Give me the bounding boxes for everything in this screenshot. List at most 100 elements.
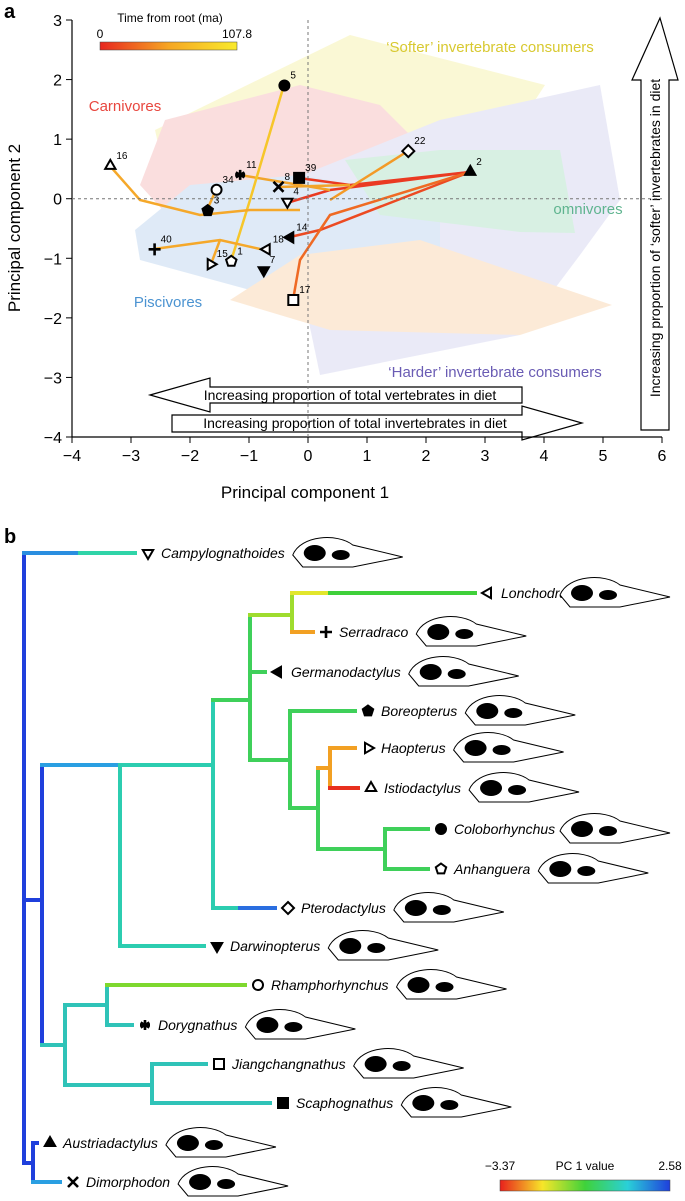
region-carnivores <box>140 85 490 240</box>
x-axis-label: Principal component 1 <box>221 483 389 502</box>
taxon-symbol <box>364 741 376 755</box>
skull-opening <box>412 1095 435 1111</box>
x-tick-label: 0 <box>304 448 313 465</box>
taxon-name: Darwinopterus <box>230 938 320 954</box>
skull-opening <box>339 938 362 954</box>
y-tick-label: −1 <box>44 251 62 268</box>
skull-opening <box>176 1135 199 1151</box>
arrow-left <box>147 377 523 413</box>
panel-label: b <box>4 526 16 548</box>
data-point <box>235 169 246 180</box>
colorbar-tick-label: −3.37 <box>485 1159 516 1173</box>
colorbar-tick-label: 2.58 <box>658 1159 682 1173</box>
taxon-name: Anhanguera <box>453 861 531 877</box>
taxon-symbol <box>480 586 492 600</box>
data-point <box>400 143 416 159</box>
data-point <box>272 180 285 193</box>
taxon-symbol <box>67 1176 79 1188</box>
skull-opening <box>455 629 474 639</box>
taxon-symbol <box>140 1020 150 1030</box>
taxon-name: Rhamphorhynchus <box>271 977 389 993</box>
region-orange <box>230 240 612 335</box>
skull-opening <box>492 745 511 755</box>
taxon-name: Istiodactylus <box>384 780 461 796</box>
point-label: 1 <box>237 246 243 257</box>
skull-opening <box>189 1174 212 1190</box>
point-label: 11 <box>246 160 257 171</box>
skull-opening <box>303 545 326 561</box>
x-tick-label: 6 <box>658 448 667 465</box>
data-point <box>278 79 291 92</box>
point-label: 22 <box>414 136 426 147</box>
region-label: ‘Softer’ invertebrate consumers <box>386 39 594 56</box>
taxon-symbol <box>280 900 296 916</box>
y-tick-label: 1 <box>53 132 62 149</box>
skull-opening <box>480 780 503 796</box>
skull-opening <box>440 1100 459 1110</box>
data-point <box>206 257 219 272</box>
point-label: 40 <box>161 234 173 245</box>
point-label: 16 <box>116 151 128 162</box>
branch <box>291 170 471 301</box>
x-tick-label: −2 <box>181 448 199 465</box>
taxon-symbol <box>270 665 282 679</box>
annotation: Increasing proportion of total invertebr… <box>203 415 507 431</box>
taxon-symbol <box>213 1058 225 1070</box>
taxon-symbol <box>434 862 448 875</box>
point-label: 3 <box>214 196 220 207</box>
skull-opening <box>577 866 596 876</box>
taxon-symbol <box>141 549 155 561</box>
skull-opening <box>427 624 450 640</box>
skull-opening <box>407 977 430 993</box>
skull-opening <box>508 785 527 795</box>
taxon-symbol <box>320 626 332 638</box>
colorbar-tick-label: 0 <box>97 27 104 41</box>
taxon-name: Boreopterus <box>381 703 457 719</box>
taxon-symbol <box>434 823 448 835</box>
arrow-right <box>171 405 585 441</box>
data-point <box>258 242 271 257</box>
panel-label: a <box>4 1 16 23</box>
taxon-name: Jiangchangnathus <box>231 1056 346 1072</box>
x-tick-label: −1 <box>240 448 258 465</box>
point-label: 15 <box>217 249 229 260</box>
point-label: 18 <box>273 234 285 245</box>
skull-opening <box>476 703 499 719</box>
x-tick-label: 1 <box>363 448 372 465</box>
taxon-symbol <box>361 704 375 717</box>
point-label: 7 <box>270 255 276 266</box>
data-point <box>293 171 306 184</box>
skull-opening <box>284 1022 303 1032</box>
branch <box>211 613 430 871</box>
taxon-symbol <box>364 780 378 792</box>
skull-opening <box>447 669 466 679</box>
region-label: Carnivores <box>89 98 162 115</box>
skull-opening <box>256 1017 279 1033</box>
data-point <box>256 266 271 279</box>
taxon-name: Austriadactylus <box>62 1135 158 1151</box>
skull-opening <box>364 1056 387 1072</box>
skull-opening <box>435 982 454 992</box>
y-axis-label: Principal component 2 <box>5 144 24 312</box>
region-label: Piscivores <box>134 294 202 311</box>
taxon-name: Coloborhynchus <box>454 821 555 837</box>
skull-opening <box>549 861 572 877</box>
branch <box>329 149 409 202</box>
skull-opening <box>204 1140 223 1150</box>
skull-opening <box>367 943 386 953</box>
taxon-symbol <box>277 1097 289 1109</box>
taxon-name: Scaphognathus <box>296 1095 393 1111</box>
colorbar-tick-label: 107.8 <box>222 27 252 41</box>
colorbar <box>99 41 238 51</box>
branch <box>290 630 357 790</box>
region-label: omnivores <box>553 201 622 218</box>
skull-opening <box>432 905 451 915</box>
branch <box>229 84 286 262</box>
taxon-name: Haopterus <box>381 740 446 756</box>
point-label: 17 <box>299 285 311 296</box>
skull-opening <box>504 708 523 718</box>
tree-branches <box>22 551 477 1184</box>
x-tick-label: 5 <box>599 448 608 465</box>
point-label: 4 <box>293 187 299 198</box>
